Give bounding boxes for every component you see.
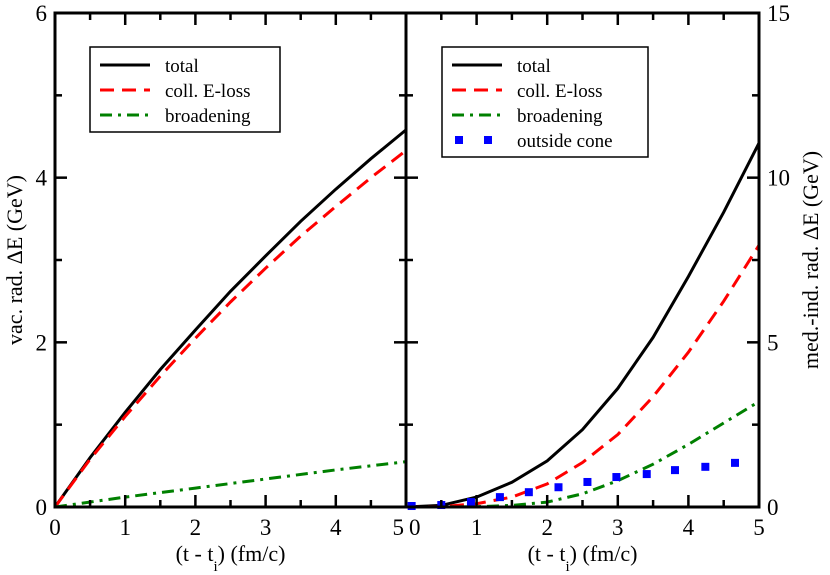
x-tick-label: 0 bbox=[409, 515, 421, 540]
x-tick-label: 3 bbox=[612, 515, 624, 540]
x-tick-label: 0 bbox=[49, 515, 61, 540]
x-tick-label: 4 bbox=[330, 515, 342, 540]
legend-label: total bbox=[165, 56, 199, 77]
x-tick-label: 5 bbox=[393, 515, 405, 540]
x-axis-label: (t - ti) (fm/c) bbox=[176, 541, 286, 575]
x-axis-label-subscript: i bbox=[213, 559, 217, 575]
data-point-outside-cone bbox=[701, 462, 710, 471]
x-axis-label: (t - ti) (fm/c) bbox=[528, 541, 638, 575]
x-axis-label-subscript: i bbox=[565, 559, 569, 575]
legend-label: total bbox=[517, 56, 551, 77]
data-point-outside-cone bbox=[554, 483, 563, 492]
legend-box bbox=[89, 46, 281, 133]
data-point-outside-cone bbox=[670, 466, 679, 475]
series-line-total bbox=[405, 142, 761, 509]
x-tick-label: 5 bbox=[753, 515, 765, 540]
y-tick-label: 5 bbox=[767, 330, 779, 355]
y-tick-label: 10 bbox=[767, 166, 790, 191]
series-line-broadening bbox=[54, 460, 407, 509]
y-tick-label: 4 bbox=[36, 166, 48, 191]
y-tick-label: 0 bbox=[767, 495, 779, 520]
legend-marker bbox=[455, 136, 463, 144]
legend-label: broadening bbox=[165, 106, 251, 127]
y-axis-label: vac. rad. ΔE (GeV) bbox=[2, 175, 27, 345]
legend-label: outside cone bbox=[517, 131, 613, 152]
series-line-coll-E-loss bbox=[53, 149, 407, 508]
data-point-outside-cone bbox=[730, 458, 739, 467]
legend-label: broadening bbox=[517, 106, 603, 127]
y-tick-label: 6 bbox=[36, 1, 48, 26]
y-tick-label: 15 bbox=[767, 1, 790, 26]
x-axis-label-end: ) (fm/c) bbox=[218, 541, 286, 566]
x-tick-label: 2 bbox=[541, 515, 553, 540]
x-tick-label: 2 bbox=[190, 515, 202, 540]
data-point-outside-cone bbox=[642, 470, 651, 479]
panel-left: 0 1 2 3 4 5 0 2 4 6 (t - ti) (fm/c) vac. rad. ΔE (G… bbox=[2, 1, 408, 575]
x-axis-label-end: ) (fm/c) bbox=[570, 541, 638, 566]
legend-marker bbox=[484, 136, 492, 144]
data-point-outside-cone bbox=[524, 488, 533, 497]
series-line-total bbox=[53, 128, 407, 508]
x-tick-label: 1 bbox=[471, 515, 483, 540]
y-tick-label: 2 bbox=[36, 330, 48, 355]
data-point-outside-cone bbox=[612, 473, 621, 482]
data-point-outside-cone bbox=[583, 477, 592, 486]
x-tick-label: 4 bbox=[683, 515, 695, 540]
legend: total coll. E-loss broadening outside cone bbox=[441, 46, 649, 158]
data-point-outside-cone bbox=[495, 493, 504, 502]
data-point-outside-cone bbox=[466, 498, 475, 507]
y-tick-label: 0 bbox=[36, 495, 48, 520]
x-axis-label-main: (t - t bbox=[176, 541, 214, 566]
legend-label: coll. E-loss bbox=[517, 81, 603, 102]
y-axis-label: med.-ind. rad. ΔE (GeV) bbox=[798, 151, 823, 369]
x-tick-label: 1 bbox=[119, 515, 131, 540]
legend: total coll. E-loss broadening bbox=[89, 46, 281, 133]
series-line-broadening bbox=[406, 400, 760, 509]
series-line-coll-E-loss bbox=[405, 244, 761, 509]
x-axis-label-main: (t - t bbox=[528, 541, 566, 566]
legend-label: coll. E-loss bbox=[165, 81, 251, 102]
x-tick-label: 3 bbox=[260, 515, 272, 540]
